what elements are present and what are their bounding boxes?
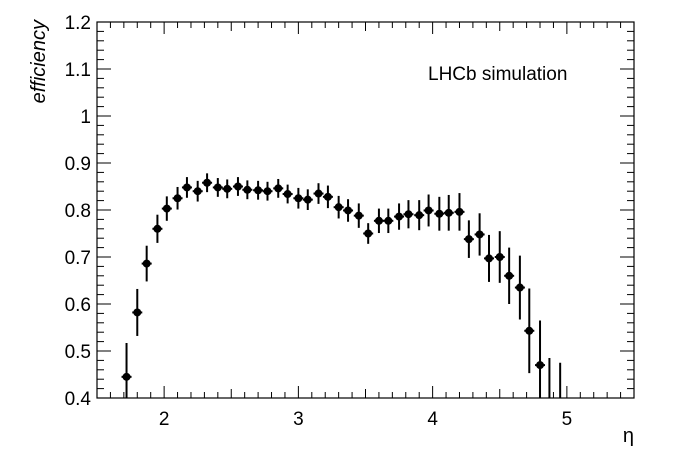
data-point (203, 178, 212, 187)
data-point (495, 253, 504, 261)
data-point (182, 183, 191, 192)
data-point (334, 203, 343, 212)
y-tick-label: 1 (80, 107, 91, 128)
data-point (525, 326, 534, 335)
x-tick-label: 2 (159, 409, 170, 430)
data-point (223, 184, 232, 193)
data-point (395, 212, 404, 221)
data-point (374, 216, 383, 225)
data-point (243, 185, 252, 194)
y-tick-label: 1.2 (65, 13, 91, 34)
data-point (424, 206, 433, 215)
data-point (162, 204, 171, 213)
y-tick-label: 0.5 (65, 342, 91, 363)
data-point (323, 192, 332, 201)
data-point (314, 189, 323, 198)
data-point (536, 361, 545, 370)
data-point (444, 208, 453, 217)
data-point (233, 182, 242, 191)
data-point (485, 254, 494, 263)
data-point (274, 184, 283, 193)
data-point (435, 209, 444, 218)
data-point (404, 210, 413, 219)
x-tick-label: 5 (562, 409, 573, 430)
data-point (153, 224, 162, 233)
data-point (505, 271, 514, 280)
data-point (384, 216, 393, 225)
data-point (142, 259, 151, 268)
x-tick-label: 3 (293, 409, 304, 430)
y-tick-label: 0.9 (65, 154, 91, 175)
data-point (283, 190, 292, 199)
chart-annotation: LHCb simulation (428, 64, 567, 85)
y-tick-label: 1.1 (65, 60, 91, 81)
data-point (213, 183, 222, 192)
data-point (464, 235, 473, 244)
data-point (294, 194, 303, 203)
y-axis-title: efficiency (28, 19, 50, 103)
data-points (121, 173, 562, 414)
data-point (303, 195, 312, 204)
data-point (545, 406, 553, 414)
data-point (133, 308, 142, 317)
data-group (121, 173, 562, 414)
data-point (455, 207, 464, 216)
data-point (344, 206, 353, 215)
data-point (354, 211, 363, 220)
data-point (515, 283, 524, 292)
y-tick-label: 0.4 (65, 389, 92, 410)
y-tick-label: 0.6 (65, 295, 91, 316)
data-point (173, 194, 182, 203)
x-axis-title: η (623, 425, 634, 447)
data-point (263, 187, 272, 196)
data-point (254, 186, 263, 195)
y-tick-label: 0.8 (65, 201, 91, 222)
data-point (415, 211, 424, 220)
data-point (193, 187, 202, 196)
data-point (475, 230, 484, 239)
x-tick-label: 4 (427, 409, 438, 430)
data-point (122, 372, 131, 381)
y-tick-label: 0.7 (65, 248, 91, 269)
axes: 2 3 4 5 0.4 0.5 0.6 0.7 0.8 0.9 1 1.1 1.2 (65, 13, 635, 430)
data-point (364, 229, 373, 238)
